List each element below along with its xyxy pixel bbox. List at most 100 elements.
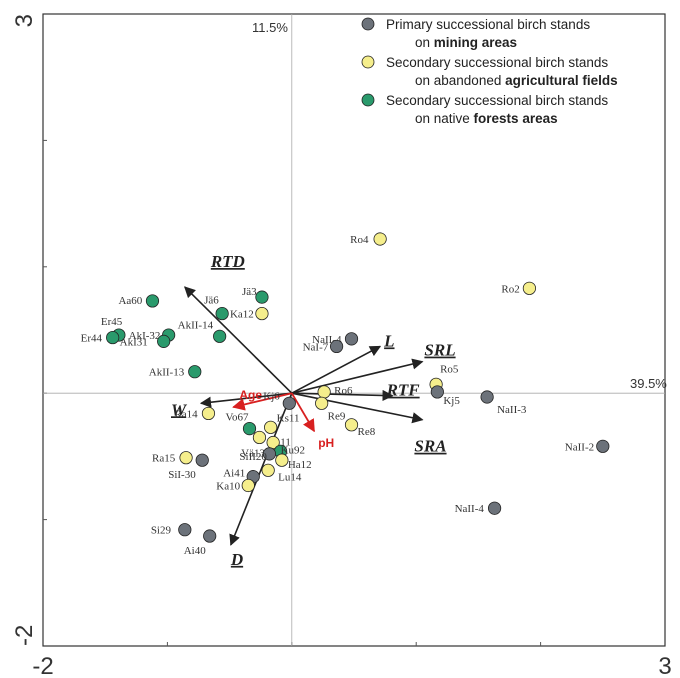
point-re9 bbox=[315, 396, 329, 410]
axis1-variance-label: 39.5% bbox=[630, 376, 667, 391]
y-tick-bottom: -2 bbox=[11, 625, 38, 646]
vector-arrow-sra bbox=[291, 392, 424, 424]
point-label-aki31: AkI31 bbox=[120, 336, 148, 348]
vector-label-rtf: RTF bbox=[386, 381, 421, 400]
vector-arrow-srl bbox=[291, 358, 424, 394]
point-label-ai40: Ai40 bbox=[184, 545, 207, 557]
axis2-variance-label: 11.5% bbox=[252, 20, 288, 35]
point-label-jä6: Jä6 bbox=[204, 295, 219, 307]
point-label-ro6: Ro6 bbox=[334, 385, 353, 397]
point-label-ku92: Ku92 bbox=[281, 444, 305, 456]
point-sii-30 bbox=[195, 453, 209, 467]
point-aki31 bbox=[157, 334, 171, 348]
point-ro2 bbox=[522, 281, 537, 295]
points-layer: Ro4Ro2NaII-4NaI-7Ro5Kj5NaII-3NaII-2NaII-… bbox=[81, 232, 610, 557]
point-siii20 bbox=[262, 447, 277, 461]
point-si29 bbox=[178, 523, 192, 537]
point-re8 bbox=[344, 418, 359, 432]
legend-marker-forest bbox=[361, 93, 375, 107]
point-label-akii-14: AkII-14 bbox=[178, 319, 214, 331]
x-tick-right: 3 bbox=[658, 653, 671, 678]
point-ai40 bbox=[203, 529, 217, 543]
point-ro4 bbox=[373, 232, 387, 246]
point-jä6 bbox=[215, 306, 229, 321]
legend-text-mining-line1: Primary successional birch stands bbox=[386, 17, 590, 32]
vector-arrow-d bbox=[229, 392, 293, 546]
point-ka11 bbox=[252, 430, 267, 445]
point-ka10 bbox=[241, 478, 255, 493]
point-ro6 bbox=[317, 385, 331, 399]
point-naii-4 bbox=[344, 332, 359, 346]
point-kj5 bbox=[430, 385, 444, 399]
legend-text-forest-line2: on native forests areas bbox=[415, 111, 558, 126]
point-label-aki-32: AkI-32 bbox=[129, 330, 161, 342]
vector-label-rtd: RTD bbox=[210, 252, 245, 271]
point-label-akii-13: AkII-13 bbox=[149, 367, 185, 379]
vector-label-w: W bbox=[171, 400, 188, 419]
vector-arrow-rtf bbox=[291, 389, 394, 402]
vector-label-age: Age bbox=[239, 388, 262, 402]
point-label-ai41: Ai41 bbox=[223, 468, 245, 480]
legend-text-mining-line2: on mining areas bbox=[415, 35, 517, 50]
point-label-ha12: Ha12 bbox=[288, 459, 312, 471]
vector-label-ph: pH bbox=[318, 436, 334, 450]
vector-arrow-age bbox=[232, 392, 293, 411]
point-label-naii-3: NaII-3 bbox=[497, 404, 527, 416]
point-label-vo67: Vo67 bbox=[226, 412, 250, 424]
plot-frame bbox=[42, 13, 666, 647]
point-label-ka12: Ka12 bbox=[230, 309, 254, 321]
point-label-er44: Er44 bbox=[81, 333, 103, 345]
point-jä3 bbox=[255, 290, 269, 304]
point-label-ro5: Ro5 bbox=[440, 363, 459, 375]
point-label-re8: Re8 bbox=[358, 426, 376, 438]
point-lu14 bbox=[261, 463, 275, 477]
vector-label-sra: SRA bbox=[414, 437, 446, 456]
point-ra15 bbox=[179, 451, 193, 465]
vector-arrow-rtd bbox=[184, 286, 293, 394]
vector-label-srl: SRL bbox=[424, 341, 455, 360]
point-label-ks11: Ks11 bbox=[277, 412, 300, 424]
legend-text-agri-line2: on abandoned agricultural fields bbox=[415, 73, 618, 88]
point-nai-7 bbox=[329, 339, 344, 354]
point-label-naii-4: NaII-4 bbox=[455, 503, 485, 515]
point-er44 bbox=[106, 330, 120, 345]
point-label-ro4: Ro4 bbox=[350, 234, 369, 246]
point-label-sii-30: SiI-30 bbox=[168, 469, 196, 481]
point-akii-13 bbox=[188, 365, 202, 379]
point-akii-14 bbox=[213, 329, 227, 343]
point-ka12 bbox=[255, 306, 269, 321]
point-label-re9: Re9 bbox=[328, 410, 346, 422]
point-ra14 bbox=[201, 406, 216, 421]
point-label-nai-7: NaI-7 bbox=[303, 341, 329, 353]
point-naii-3 bbox=[480, 390, 494, 404]
y-tick-top: 3 bbox=[11, 14, 38, 27]
point-label-siii20: SiII20 bbox=[239, 451, 267, 463]
vector-arrow-l bbox=[291, 345, 382, 394]
point-label-aa60: Aa60 bbox=[118, 295, 142, 307]
legend-text-agri-line1: Secondary successional birch stands bbox=[386, 55, 608, 70]
point-label-kj5: Kj5 bbox=[443, 395, 460, 407]
point-label-naii-2: NaII-2 bbox=[565, 441, 594, 453]
point-vo67 bbox=[242, 421, 257, 436]
point-label-ro2: Ro2 bbox=[501, 283, 519, 295]
vector-arrow-ph bbox=[291, 392, 315, 433]
point-label-lu14: Lu14 bbox=[278, 471, 302, 483]
legend: Primary successional birch stands on min… bbox=[361, 17, 618, 126]
point-label-ra15: Ra15 bbox=[152, 453, 176, 465]
x-tick-left: -2 bbox=[32, 653, 53, 678]
vector-layer: RTD L SRL RTF SRA W D Age pH bbox=[171, 252, 456, 569]
point-label-vä13: Vä13 bbox=[241, 447, 265, 459]
point-ks11 bbox=[264, 420, 278, 434]
point-label-er45: Er45 bbox=[101, 316, 123, 328]
point-naii-2 bbox=[596, 439, 610, 453]
point-naii-4 bbox=[487, 501, 502, 515]
vector-arrow-w bbox=[199, 392, 292, 408]
vector-label-l: L bbox=[383, 331, 394, 350]
vector-label-d: D bbox=[230, 550, 243, 569]
point-label-ra14: Ra14 bbox=[174, 408, 198, 420]
point-kj6 bbox=[282, 396, 296, 410]
legend-marker-agri bbox=[361, 55, 375, 69]
point-label-ka10: Ka10 bbox=[216, 480, 240, 492]
legend-marker-mining bbox=[361, 17, 375, 31]
